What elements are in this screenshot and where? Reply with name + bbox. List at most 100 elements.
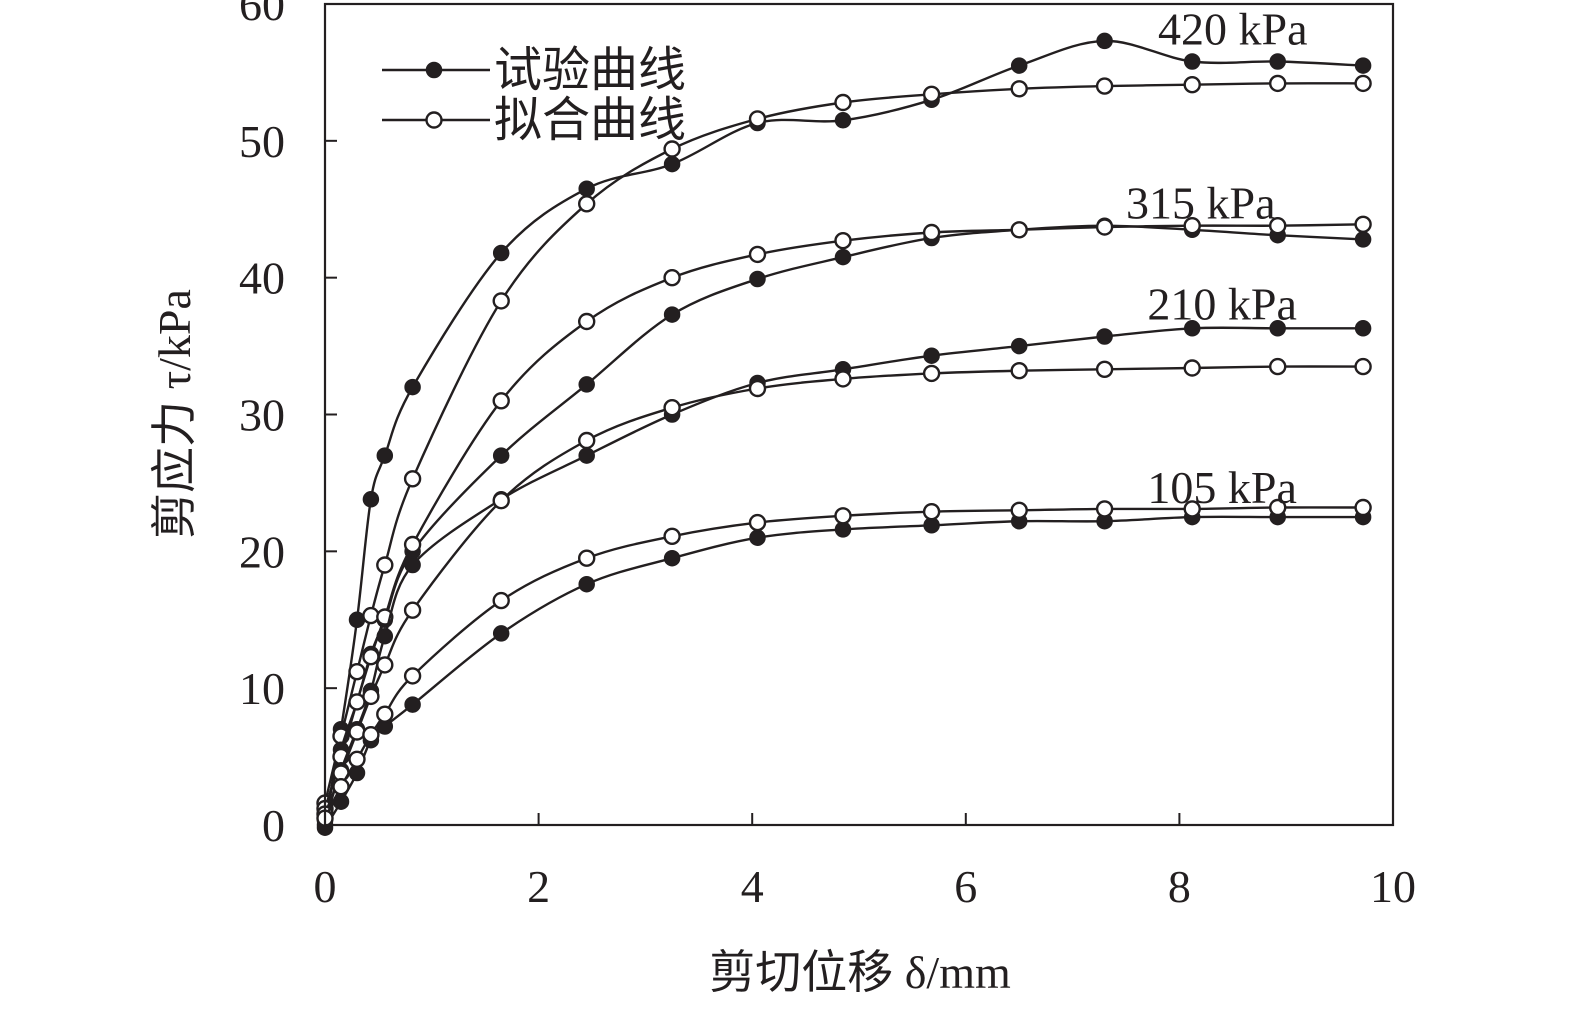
data-point-test-315-kpa [834,248,852,266]
data-point-fit-315-kpa [362,648,380,666]
y-tick-label: 0 [262,800,285,851]
data-point-test-420-kpa [404,378,421,396]
y-axis-title: 剪应力 τ/kPa [149,289,200,539]
data-point-test-210-kpa [923,347,940,364]
data-point-test-210-kpa [404,556,421,574]
data-point-test-210-kpa [1269,320,1286,337]
data-point-test-315-kpa [492,447,510,464]
data-point-fit-420-kpa [403,470,422,488]
data-point-fit-420-kpa [1183,75,1201,94]
data-point-fit-420-kpa [362,606,380,625]
data-point-fit-105-kpa [1268,498,1287,517]
data-point-test-420-kpa [663,155,681,173]
data-point-fit-420-kpa [348,663,366,681]
series-annotation: 420 kPa [1158,4,1308,55]
data-point-fit-105-kpa [1010,501,1028,519]
data-point-fit-210-kpa [578,431,596,450]
data-point-fit-105-kpa [1183,500,1201,518]
data-point-fit-420-kpa [748,110,767,128]
data-point-test-420-kpa [492,244,510,262]
x-axis-title: 剪切位移 δ/mm [709,947,1011,998]
y-tick-label: 40 [239,253,285,304]
x-tick-label: 0 [314,861,337,912]
data-point-test-105-kpa [578,575,595,593]
series-line-fit-105-kpa [323,506,1364,819]
legend-marker [425,111,443,129]
x-tick-label: 2 [527,861,550,912]
data-point-fit-105-kpa [748,513,767,532]
x-tick-label: 8 [1168,861,1191,912]
data-point-fit-210-kpa [1010,362,1028,380]
series-annotation: 105 kPa [1147,462,1297,513]
data-point-test-420-kpa [1096,32,1113,50]
data-point-fit-105-kpa [348,750,366,768]
data-point-test-210-kpa [578,447,595,464]
legend-label: 试验曲线 [494,44,686,97]
data-point-test-420-kpa [1269,53,1286,70]
data-point-fit-420-kpa [1010,80,1028,98]
plot-frame [323,2,1395,827]
data-point-fit-105-kpa [1095,500,1114,518]
data-point-fit-420-kpa [1095,77,1114,95]
data-point-test-210-kpa [1354,320,1372,337]
x-tick-label: 4 [741,861,764,912]
data-point-fit-315-kpa [1183,216,1201,235]
series-line-test-105-kpa [323,515,1364,829]
series-labels: 420 kPa 315 kPa 210 kPa 105 kPa [1126,4,1308,513]
data-point-test-105-kpa [404,696,421,713]
data-point-fit-105-kpa [834,507,852,525]
data-point-test-210-kpa [1183,320,1201,337]
axes: 0 2 4 6 8 10 0 10 20 30 40 50 60 剪切位移 δ/mm 剪应力 τ/kPa [149,0,1416,998]
data-point-fit-420-kpa [922,85,941,104]
y-tick-label: 60 [239,0,285,30]
data-point-fit-420-kpa [376,556,394,574]
data-point-fit-210-kpa [492,492,510,510]
legend-label: 拟合曲线 [494,94,686,147]
y-tick-label: 10 [239,663,285,714]
data-point-test-315-kpa [749,270,766,288]
data-point-fit-315-kpa [748,245,767,264]
data-point-test-315-kpa [578,376,595,393]
series-line-fit-210-kpa [323,365,1364,815]
data-point-test-315-kpa [1354,231,1372,248]
data-point-fit-315-kpa [1354,215,1372,234]
data-point-fit-210-kpa [748,379,767,398]
data-point-fit-105-kpa [922,503,941,521]
data-point-fit-315-kpa [492,392,510,410]
data-point-fit-210-kpa [403,601,422,619]
data-point-fit-105-kpa [578,549,596,567]
data-point-fit-420-kpa [834,93,852,112]
data-point-fit-315-kpa [578,312,596,331]
data-point-test-210-kpa [1096,328,1113,345]
data-point-fit-315-kpa [834,231,852,250]
data-point-fit-210-kpa [362,687,380,706]
x-tick-label: 6 [954,861,977,912]
data-point-test-420-kpa [376,447,394,464]
data-point-fit-105-kpa [403,667,422,685]
data-point-test-420-kpa [834,112,852,129]
data-point-test-105-kpa [663,549,681,567]
data-point-fit-105-kpa [362,726,380,744]
data-point-fit-105-kpa [492,591,510,610]
data-point-test-105-kpa [749,529,766,546]
series-annotation: 315 kPa [1126,177,1276,228]
data-point-fit-315-kpa [1095,218,1114,236]
data-point-test-420-kpa [348,611,366,629]
data-point-fit-315-kpa [663,269,681,287]
data-point-test-420-kpa [578,180,595,197]
data-point-fit-420-kpa [1268,74,1287,93]
series-line-test-420-kpa [323,39,1364,826]
data-point-fit-315-kpa [922,223,941,242]
data-point-test-420-kpa [1010,57,1028,74]
data-point-fit-210-kpa [922,364,941,383]
data-point-fit-105-kpa [376,705,394,723]
legend-marker [425,61,443,79]
data-point-fit-315-kpa [1010,221,1028,239]
data-point-fit-210-kpa [348,723,366,741]
data-point-test-420-kpa [1183,53,1201,70]
series-line-test-210-kpa [323,326,1364,822]
data-point-fit-105-kpa [332,778,350,796]
data-point-fit-105-kpa [1354,498,1372,517]
data-point-test-420-kpa [362,491,380,508]
